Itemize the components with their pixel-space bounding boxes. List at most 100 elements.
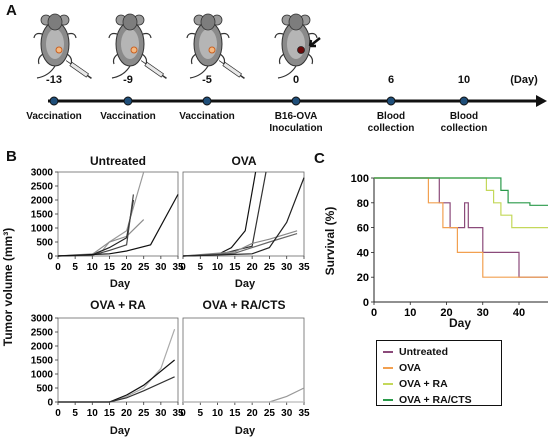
series-line <box>182 230 298 257</box>
timeline-day: 10 <box>457 74 471 86</box>
survival-curve <box>374 177 548 278</box>
timeline-day: -9 <box>123 74 133 86</box>
timeline-event-label: Vaccination <box>26 111 82 122</box>
x-tick-label: 0 <box>180 262 186 273</box>
x-tick-label: 15 <box>104 408 116 419</box>
legend-item: OVA <box>383 360 501 376</box>
y-tick-label: 80 <box>357 198 369 210</box>
chart-title-ova-ra-cts: OVA + RA/CTS <box>202 298 286 312</box>
timeline-event-label: collection <box>440 123 488 134</box>
survival-curve <box>374 177 548 229</box>
panel-label-a: A <box>6 2 17 19</box>
x-tick-label: 35 <box>172 408 184 419</box>
x-tick-label: 10 <box>212 262 224 273</box>
chart-title-ova: OVA <box>231 154 257 168</box>
y-tick-label: 3000 <box>31 314 54 325</box>
legend-label: OVA <box>399 362 421 374</box>
x-tick-label: 30 <box>155 262 167 273</box>
x-tick-label: 35 <box>298 408 310 419</box>
x-tick-label: 20 <box>121 408 133 419</box>
panel-label-c: C <box>314 150 325 167</box>
timeline-event-label: Inoculation <box>269 123 323 134</box>
y-tick-label: 2500 <box>31 182 54 193</box>
x-tick-label: 0 <box>55 408 61 419</box>
y-tick-label: 20 <box>357 272 369 284</box>
plot-frame <box>57 317 179 403</box>
timeline-day: -13 <box>46 74 62 86</box>
mouse-syringe-icon <box>108 13 167 79</box>
x-tick-label: 20 <box>440 307 452 319</box>
x-axis-title: Day <box>234 278 256 290</box>
x-tick-label: 10 <box>404 307 416 319</box>
timeline-event-label: Blood <box>449 111 479 122</box>
series-line <box>57 194 179 257</box>
y-tick-label: 0 <box>47 398 53 409</box>
legend-item: OVA + RA/CTS <box>383 392 501 408</box>
y-tick-label: 500 <box>36 238 53 249</box>
series-line <box>182 171 257 257</box>
plot-frame <box>182 317 305 403</box>
x-tick-label: 30 <box>477 307 489 319</box>
y-tick-label: 1500 <box>31 356 54 367</box>
mouse-syringe-icon <box>33 13 92 79</box>
y-tick-label: 1500 <box>31 210 54 221</box>
series-line <box>182 177 305 257</box>
legend-swatch-untreated <box>383 351 393 353</box>
timeline-event-label: collection <box>367 123 415 134</box>
y-tick-label: 1000 <box>31 224 54 235</box>
y-tick-label: 100 <box>351 173 369 185</box>
plot-frame <box>182 171 305 257</box>
x-axis-title: Day <box>234 425 256 437</box>
series-line <box>58 329 176 403</box>
x-tick-label: 10 <box>212 408 224 419</box>
y-tick-label: 3000 <box>31 168 54 179</box>
x-axis-title: Day <box>109 278 131 290</box>
mouse-tumor-icon <box>274 13 321 79</box>
x-tick-label: 20 <box>247 408 259 419</box>
timeline-figure <box>33 13 547 107</box>
x-tick-label: 0 <box>371 307 377 319</box>
legend-swatch-ova-ra-cts <box>383 399 393 401</box>
survival-xlabel: Day <box>448 316 471 330</box>
x-tick-label: 25 <box>138 408 150 419</box>
x-tick-label: 40 <box>513 307 525 319</box>
legend-label: OVA + RA <box>399 378 448 390</box>
timeline-day: 0 <box>292 74 300 86</box>
timeline-day: -5 <box>202 74 212 86</box>
legend-label: Untreated <box>399 346 449 358</box>
series-line <box>57 194 134 257</box>
x-tick-label: 30 <box>281 408 293 419</box>
x-tick-label: 30 <box>155 408 167 419</box>
timeline-event-label: B16-OVA <box>274 111 318 122</box>
chart-title-ova-ra: OVA + RA <box>90 298 146 312</box>
y-tick-label: 2000 <box>31 196 54 207</box>
legend-item: OVA + RA <box>383 376 501 392</box>
x-tick-label: 35 <box>298 262 310 273</box>
timeline-event-label: Vaccination <box>100 111 156 122</box>
x-tick-label: 0 <box>180 408 186 419</box>
legend-swatch-ova-ra <box>383 383 393 385</box>
x-tick-label: 0 <box>55 262 61 273</box>
timeline-event-label: Vaccination <box>179 111 235 122</box>
y-tick-label: 0 <box>47 252 53 263</box>
y-tick-label: 2000 <box>31 342 54 353</box>
survival-chart: 100 80 60 40 20 00 10 20 30 40 <box>351 173 548 319</box>
y-tick-label: 500 <box>36 384 53 395</box>
panel-label-b: B <box>6 148 17 165</box>
x-tick-label: 10 <box>87 408 99 419</box>
series-line <box>182 233 298 257</box>
x-tick-label: 25 <box>138 262 150 273</box>
x-tick-label: 5 <box>198 408 204 419</box>
y-tick-label: 0 <box>363 297 369 309</box>
series-line <box>58 376 175 403</box>
x-tick-label: 25 <box>264 262 276 273</box>
survival-legend: Untreated OVA OVA + RA OVA + RA/CTS <box>376 340 502 406</box>
x-tick-label: 5 <box>72 262 78 273</box>
x-axis-title: Day <box>109 425 131 437</box>
x-tick-label: 35 <box>172 262 184 273</box>
series-line <box>57 199 134 257</box>
x-tick-label: 5 <box>72 408 78 419</box>
timeline-arrowhead <box>536 95 547 107</box>
timeline-event-label: Blood <box>376 111 406 122</box>
x-tick-label: 20 <box>121 262 133 273</box>
